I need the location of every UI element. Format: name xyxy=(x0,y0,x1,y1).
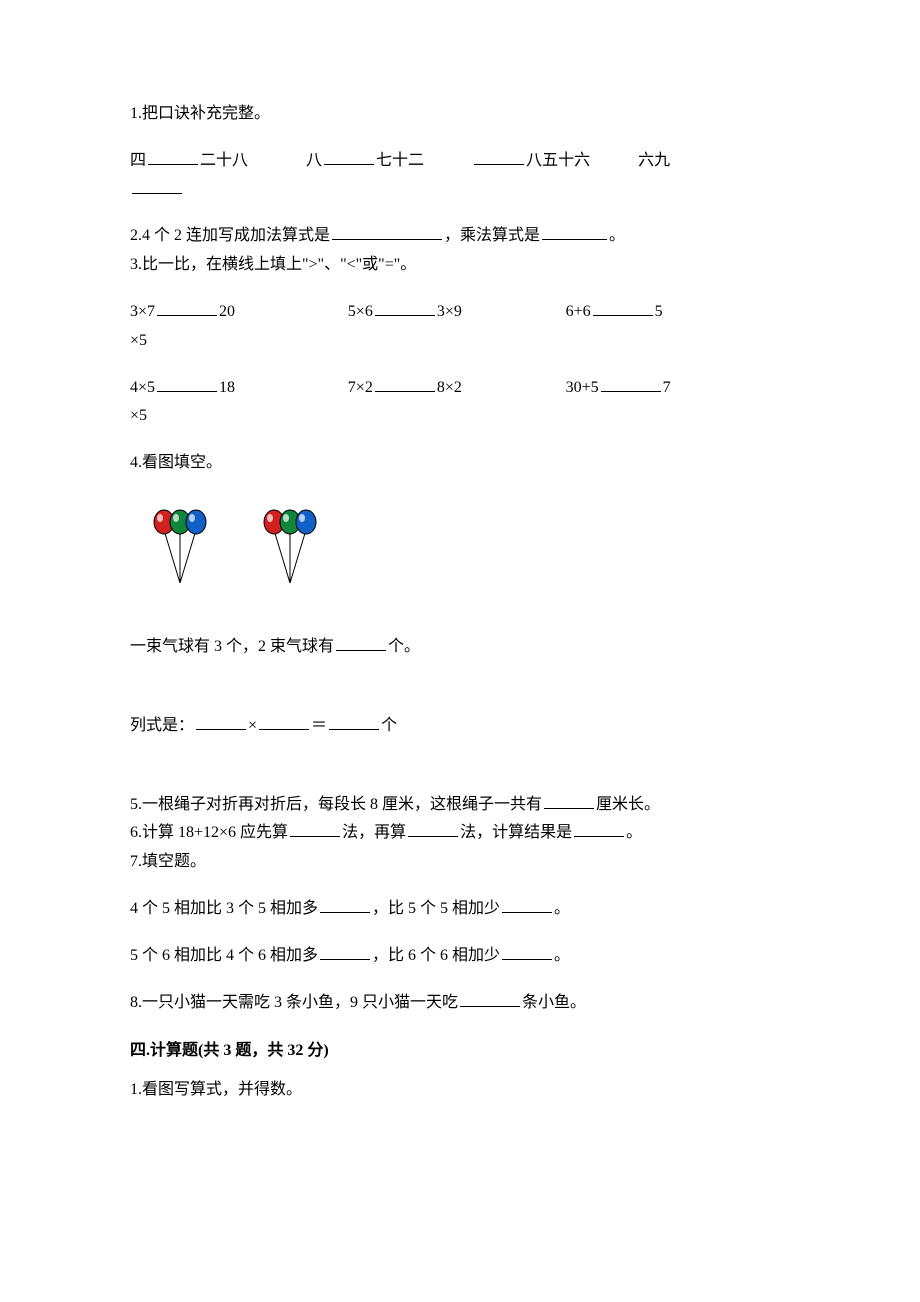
q7-l2b: ，比 6 个 6 相加少 xyxy=(372,947,500,964)
q5a: 5.一根绳子对折再对折后，每段长 8 厘米，这根绳子一共有 xyxy=(130,796,542,813)
section-4-title: 四.计算题(共 3 题，共 32 分) xyxy=(130,1037,790,1066)
q6d: 。 xyxy=(626,824,642,841)
q5b: 厘米长。 xyxy=(596,796,660,813)
balloon-bunch-2 xyxy=(260,508,320,593)
q3-row1: 3×7 20 5×6 3×9 6+6 5 xyxy=(130,298,790,327)
q6-blank-3[interactable] xyxy=(574,820,624,837)
q3-row2-tail: ×5 xyxy=(130,402,790,431)
q3-row1-tail: ×5 xyxy=(130,327,790,356)
q2-b: ，乘法算式是 xyxy=(444,227,540,244)
worksheet-page: 1.把口诀补充完整。 四 二十八 八 七十二 八五十六 六九 2.4 个 2 连加写… xyxy=(0,0,920,1302)
q4-blank-1[interactable] xyxy=(336,634,386,651)
q3-row2: 4×5 18 7×2 8×2 30+5 7 xyxy=(130,374,790,403)
q3-r2-blank2[interactable] xyxy=(375,375,435,392)
q4-l1b: 个。 xyxy=(388,638,420,655)
q7-l2c: 。 xyxy=(554,947,570,964)
q3-r1d: 3×9 xyxy=(437,303,462,320)
q4-l2a: 列式是： xyxy=(130,717,194,734)
q6c: 法，计算结果是 xyxy=(460,824,572,841)
q1-blank-2[interactable] xyxy=(324,148,374,165)
q2-blank-2[interactable] xyxy=(542,223,607,240)
q3-stem: 3.比一比，在横线上填上">"、"<"或"="。 xyxy=(130,251,790,280)
q7-blank-1[interactable] xyxy=(320,896,370,913)
q8b: 条小鱼。 xyxy=(522,994,586,1011)
q6-blank-1[interactable] xyxy=(290,820,340,837)
q3-r1b: 20 xyxy=(219,303,235,320)
q3-r1-blank1[interactable] xyxy=(157,299,217,316)
q7-l1c: 。 xyxy=(554,900,570,917)
q2-c: 。 xyxy=(609,227,625,244)
q4-l2d: 个 xyxy=(381,717,397,734)
q1-p2: 二十八 xyxy=(200,152,248,169)
q1-p4: 七十二 xyxy=(376,152,424,169)
q1-blank-1[interactable] xyxy=(148,148,198,165)
q3-r2-blank1[interactable] xyxy=(157,375,217,392)
q7-blank-3[interactable] xyxy=(320,943,370,960)
q3-r2f: 7 xyxy=(663,379,671,396)
balloon-row xyxy=(150,508,790,593)
q1-blank-3[interactable] xyxy=(474,148,524,165)
q3-r1-blank3[interactable] xyxy=(593,299,653,316)
q4-blank-2[interactable] xyxy=(196,713,246,730)
section-4-q1: 1.看图写算式，并得数。 xyxy=(130,1076,790,1105)
q1-p1: 四 xyxy=(130,152,146,169)
q7-l1a: 4 个 5 相加比 3 个 5 相加多 xyxy=(130,900,318,917)
q4-line1: 一束气球有 3 个，2 束气球有 个。 xyxy=(130,633,790,662)
q1-p3: 八 xyxy=(306,152,322,169)
q7-stem: 7.填空题。 xyxy=(130,848,790,877)
q4-l1a: 一束气球有 3 个，2 束气球有 xyxy=(130,638,334,655)
q4-l2c: ＝ xyxy=(311,717,327,734)
q2: 2.4 个 2 连加写成加法算式是 ，乘法算式是 。 xyxy=(130,222,790,251)
q3-r2e: 30+5 xyxy=(566,379,599,396)
q3-r2-blank3[interactable] xyxy=(601,375,661,392)
q7-blank-2[interactable] xyxy=(502,896,552,913)
q8: 8.一只小猫一天需吃 3 条小鱼，9 只小猫一天吃 条小鱼。 xyxy=(130,989,790,1018)
q3-r1f: 5 xyxy=(655,303,663,320)
q6a: 6.计算 18+12×6 应先算 xyxy=(130,824,288,841)
q4-l2b: × xyxy=(248,717,257,734)
q3-r1-blank2[interactable] xyxy=(375,299,435,316)
q5-blank[interactable] xyxy=(544,792,594,809)
q1-blank-4[interactable] xyxy=(132,177,182,194)
q1-p6: 六九 xyxy=(638,152,670,169)
q3-r2d: 8×2 xyxy=(437,379,462,396)
q1-body: 四 二十八 八 七十二 八五十六 六九 xyxy=(130,147,790,205)
q6-blank-2[interactable] xyxy=(408,820,458,837)
q3-r1c: 5×6 xyxy=(348,303,373,320)
q3-r2a: 4×5 xyxy=(130,379,155,396)
q1-stem: 1.把口诀补充完整。 xyxy=(130,100,790,129)
q7-blank-4[interactable] xyxy=(502,943,552,960)
q3-r1a: 3×7 xyxy=(130,303,155,320)
q2-blank-1[interactable] xyxy=(332,223,442,240)
q3-r2b: 18 xyxy=(219,379,235,396)
q5: 5.一根绳子对折再对折后，每段长 8 厘米，这根绳子一共有 厘米长。 xyxy=(130,791,790,820)
q4-line2: 列式是： × ＝ 个 xyxy=(130,712,790,741)
q7-l2a: 5 个 6 相加比 4 个 6 相加多 xyxy=(130,947,318,964)
q8-blank[interactable] xyxy=(460,990,520,1007)
q3-r2c: 7×2 xyxy=(348,379,373,396)
q8a: 8.一只小猫一天需吃 3 条小鱼，9 只小猫一天吃 xyxy=(130,994,458,1011)
q4-stem: 4.看图填空。 xyxy=(130,449,790,478)
q1-p5: 八五十六 xyxy=(526,152,590,169)
q7-line1: 4 个 5 相加比 3 个 5 相加多 ，比 5 个 5 相加少 。 xyxy=(130,895,790,924)
q4-blank-4[interactable] xyxy=(329,713,379,730)
q2-a: 2.4 个 2 连加写成加法算式是 xyxy=(130,227,330,244)
q7-l1b: ，比 5 个 5 相加少 xyxy=(372,900,500,917)
q6b: 法，再算 xyxy=(342,824,406,841)
q3-r1e: 6+6 xyxy=(566,303,591,320)
balloon-bunch-1 xyxy=(150,508,210,593)
q4-blank-3[interactable] xyxy=(259,713,309,730)
q6: 6.计算 18+12×6 应先算 法，再算 法，计算结果是 。 xyxy=(130,819,790,848)
q7-line2: 5 个 6 相加比 4 个 6 相加多 ，比 6 个 6 相加少 。 xyxy=(130,942,790,971)
